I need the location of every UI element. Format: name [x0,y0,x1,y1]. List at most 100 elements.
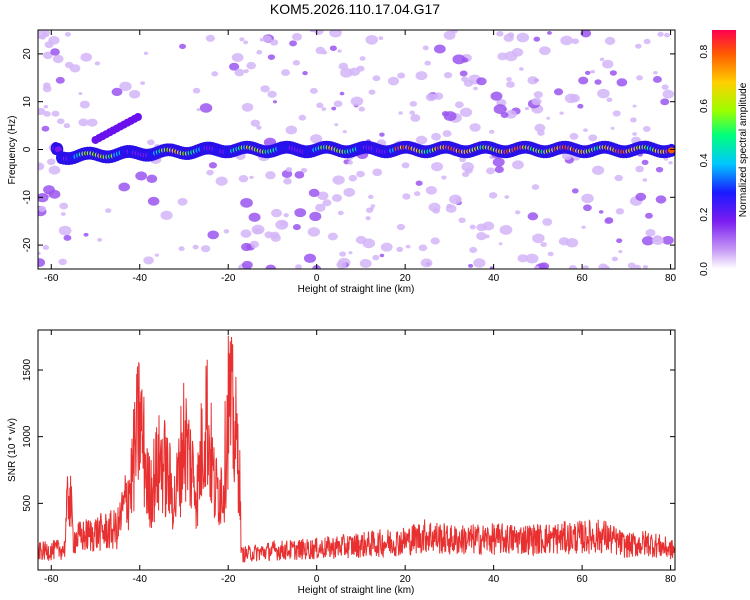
noise-blob [50,48,60,56]
noise-blob [418,244,428,252]
noise-blob [498,242,503,246]
noise-blob [580,30,592,38]
noise-blob [322,199,332,207]
noise-blob [524,106,530,111]
noise-blob [653,70,658,75]
noise-blob [298,114,307,121]
noise-blob [83,232,89,237]
noise-blob [609,70,617,76]
noise-blob [269,39,279,46]
noise-blob [248,212,261,222]
noise-blob [459,70,468,77]
noise-blob [302,70,308,76]
noise-blob [571,38,580,45]
noise-blob [488,129,495,134]
x-tick-label: 40 [488,273,500,284]
noise-blob [140,81,146,86]
noise-blob [590,69,596,74]
noise-blob [177,197,188,206]
noise-blob [452,54,466,65]
noise-blob [504,195,510,199]
noise-blob [610,126,615,130]
noise-blob [540,242,547,248]
noise-blob [52,54,64,64]
noise-blob [58,258,67,266]
noise-blob [611,256,618,262]
noise-blob [430,237,440,245]
noise-blob [192,244,199,250]
noise-blob [415,135,428,145]
noise-blob [43,32,50,37]
noise-blob [348,251,353,255]
noise-blob [463,79,474,87]
noise-blob [597,88,610,99]
noise-blob [651,235,664,245]
noise-blob [135,171,148,181]
noise-blob [642,264,649,269]
colorbar-ticks: 0.0 0.2 0.4 0.6 0.8 [699,44,710,276]
y-tick-label: 10 [22,96,33,108]
y-tick-label: 1500 [22,358,33,381]
noise-blob [663,157,669,161]
snr-panel: -60 -40 -20 0 20 40 60 80 500 1000 1500 Height of… [7,329,677,596]
noise-blob [337,49,342,53]
noise-blob [272,100,278,104]
noise-blob [78,118,89,127]
noise-blob [240,197,253,208]
noise-blob [265,171,276,180]
noise-blob [655,166,664,173]
noise-blob [402,193,411,200]
noise-blob [578,76,589,85]
spectrogram-y-label: Frequency (Hz) [7,116,18,185]
noise-blob [506,81,515,88]
noise-blob [228,62,240,71]
noise-blob [442,130,452,138]
noise-blob [283,177,292,185]
noise-blob [518,67,524,71]
noise-blob [396,246,404,252]
noise-blob [564,93,578,104]
colorbar-tick-label: 0.6 [699,99,710,113]
noise-blob [632,104,637,108]
noise-blob [143,256,154,265]
noise-blob [606,97,613,103]
colorbar-tick-label: 0.0 [699,262,710,276]
noise-blob [310,134,323,144]
noise-blob [635,165,644,173]
y-tick-label: 0 [22,146,33,152]
noise-blob [51,110,60,117]
noise-blob [582,265,589,269]
noise-blob [271,208,282,218]
noise-blob [147,196,160,206]
noise-blob [329,30,342,38]
noise-blob [469,224,476,230]
colorbar-tick-label: 0.8 [699,44,710,58]
noise-blob [547,251,554,257]
noise-blob [635,192,647,202]
noise-blob [461,161,475,172]
noise-blob [387,76,400,86]
noise-blob [571,188,579,194]
noise-blob [119,81,132,92]
noise-blob [42,85,52,93]
noise-blob [289,40,297,47]
noise-blob [69,64,81,73]
noise-blob [321,50,328,55]
noise-blob [401,162,410,169]
y-tick-label: 1000 [22,425,33,448]
noise-blob [285,167,293,173]
noise-blob [661,84,669,90]
noise-blob [292,224,301,231]
noise-blob [484,234,490,239]
noise-blob [662,89,675,99]
noise-blob [569,264,577,269]
noise-blob [505,109,517,119]
noise-blob [63,234,72,241]
noise-blob [632,132,638,136]
noise-blob [443,111,457,122]
noise-blob [615,208,625,215]
noise-blob [409,110,416,115]
noise-blob [356,65,365,72]
noise-blob [267,54,276,60]
noise-blob [454,101,464,109]
